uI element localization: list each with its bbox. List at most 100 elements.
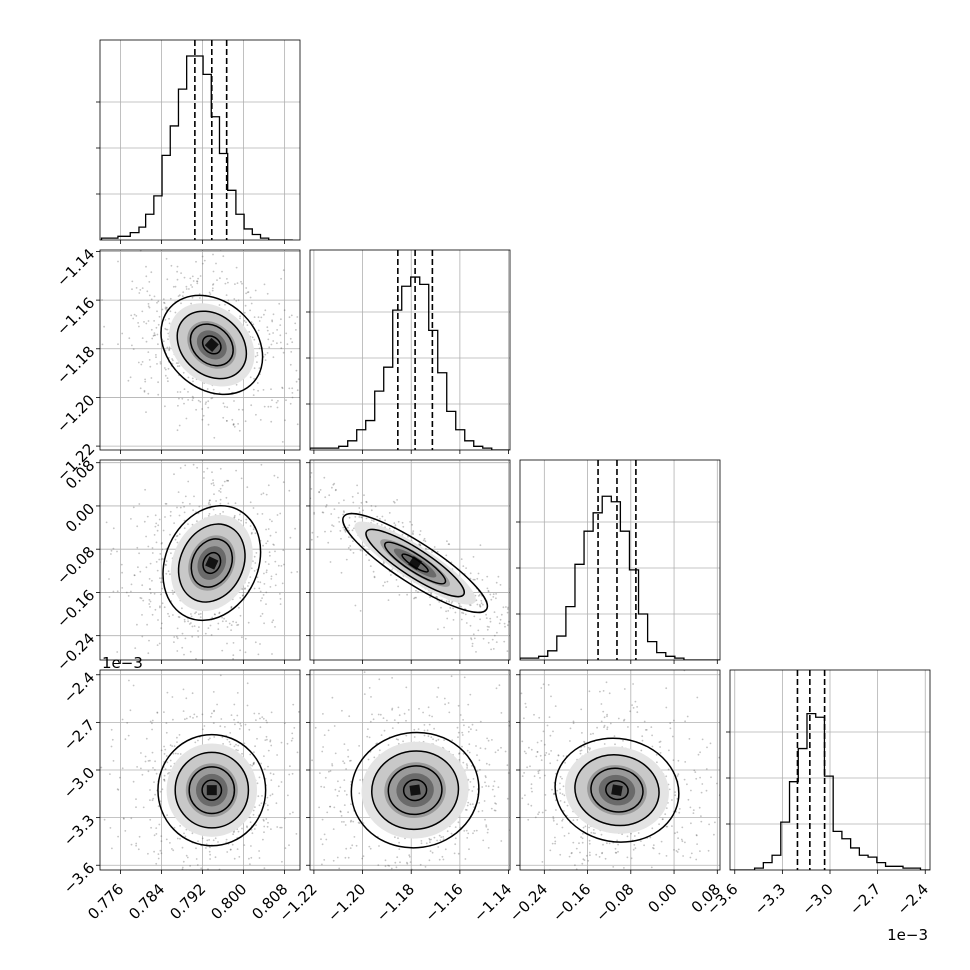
scatter-point [588,839,591,842]
scatter-point [669,722,672,725]
scatter-point [676,851,679,853]
scatter-point [339,810,342,813]
scatter-point [256,576,259,579]
scatter-point [269,518,271,521]
panel-frame [99,39,301,241]
scatter-point [493,611,496,613]
scatter-point [169,744,172,747]
scatter-point [198,626,200,628]
scatter-point [473,615,476,618]
scatter-point [658,741,661,743]
scatter-point [347,856,350,859]
scatter-point [169,514,172,517]
scatter-point [285,399,287,402]
histogram-panel-3 [726,669,931,874]
scatter-point [426,729,429,732]
scatter-point [263,867,266,869]
scatter-point [581,841,584,844]
scatter-point [108,578,110,580]
scatter-point [431,551,433,553]
scatter-point [281,386,283,389]
scatter-point [652,844,655,847]
scatter-point [124,738,127,741]
scatter-point [690,852,693,855]
scatter-point [539,754,542,757]
scatter-point [694,771,697,773]
scatter-point [226,851,229,853]
scatter-point [253,570,256,572]
scatter-point [665,855,668,857]
scatter-point [481,579,484,581]
scatter-point [141,773,144,776]
scatter-point [301,793,303,795]
scatter-point [695,834,698,836]
scatter-point [278,302,281,305]
scatter-point [207,423,210,426]
scatter-point [596,726,598,729]
scatter-point [458,753,460,755]
scatter-point [690,789,692,792]
scatter-point [234,283,236,285]
scatter-point [478,593,481,596]
scatter-point [154,793,157,796]
scatter-point [623,718,626,721]
scatter-point [563,794,566,797]
scatter-point [525,706,527,708]
scatter-point [211,287,214,290]
scatter-point [163,711,165,713]
scatter-point [347,526,349,529]
scatter-point [527,803,530,806]
scatter-point [138,835,141,838]
scatter-point [233,514,236,517]
scatter-point [343,743,346,745]
scatter-point [603,724,606,727]
scatter-point [562,818,564,821]
scatter-point [614,851,617,854]
scatter-point [174,752,177,755]
scatter-point [445,610,447,613]
scatter-point [212,283,215,285]
scatter-point [572,819,575,822]
scatter-point [436,596,439,599]
scatter-point [166,870,168,872]
scatter-point [302,459,304,461]
scatter-point [272,332,274,334]
scatter-point [563,835,566,837]
scatter-point [511,639,513,641]
scatter-point [276,754,278,756]
scatter-point [304,368,306,370]
scatter-point [140,767,142,770]
scatter-point [286,486,288,488]
scatter-point [279,324,282,326]
scatter-point [623,719,625,722]
scatter-point [171,848,173,850]
scatter-point [354,604,357,607]
scatter-point [175,635,178,638]
scatter-point [336,851,338,853]
scatter-point [340,571,343,574]
scatter-point [157,619,159,621]
scatter-point [352,501,355,504]
scatter-point [161,602,164,605]
scatter-point [348,536,350,538]
scatter-point [448,711,451,714]
scatter-point [191,692,194,695]
scatter-point [199,275,202,277]
scatter-point [280,277,282,280]
scatter-point [153,320,156,322]
scatter-point [343,821,345,823]
scatter-point [156,644,159,646]
scatter-point [187,620,190,623]
scatter-point [195,611,198,614]
scatter-point [279,603,282,605]
scatter-point [329,805,332,808]
scatter-point [163,778,166,781]
scatter-point [324,776,327,779]
scatter-point [583,740,585,743]
contour-line [202,551,222,575]
scatter-point [304,778,306,780]
scatter-point [554,836,556,839]
scatter-point [158,642,161,645]
scatter-point [298,711,300,713]
scatter-point [469,803,472,806]
